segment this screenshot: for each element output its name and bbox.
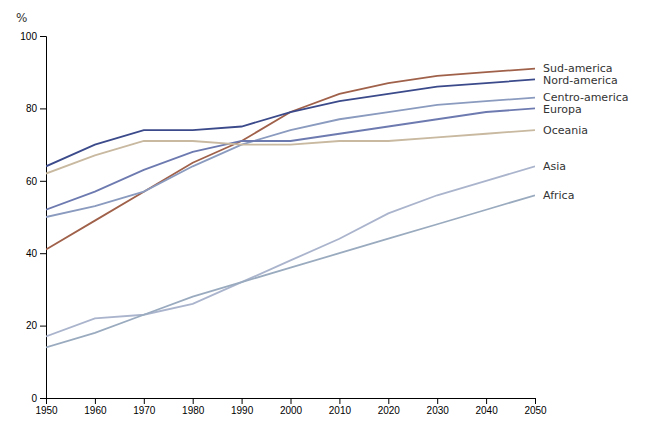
tick: 2000 xyxy=(280,398,303,416)
tick-label: 2030 xyxy=(427,405,450,416)
tick-mark xyxy=(339,398,340,404)
x-axis: 1950 1960 1970 1980 1990 2000 2010 2020 2030 2040… xyxy=(35,398,547,416)
tick-label: 60 xyxy=(26,176,38,187)
tick-mark xyxy=(95,398,96,404)
tick: 2050 xyxy=(524,398,547,416)
line-label: Asia xyxy=(543,160,566,173)
tick-label: 40 xyxy=(26,248,38,259)
tick-label: 2010 xyxy=(329,405,352,416)
tick: 2030 xyxy=(427,398,450,416)
series-line xyxy=(46,69,535,250)
tick: 0 xyxy=(31,393,46,404)
tick: 1990 xyxy=(231,398,254,416)
tick-label: 1970 xyxy=(133,405,156,416)
axis-line xyxy=(40,37,47,399)
series-line xyxy=(46,130,535,173)
series-line xyxy=(46,195,535,347)
line-label: Nord-america xyxy=(543,74,618,87)
tick-label: 80 xyxy=(26,103,38,114)
tick: 1950 xyxy=(35,398,58,416)
tick-mark xyxy=(486,398,487,404)
axis-line xyxy=(47,399,536,405)
tick-mark xyxy=(437,398,438,404)
tick: 20 xyxy=(26,320,46,331)
tick-mark xyxy=(535,398,536,404)
series-line xyxy=(46,166,535,336)
tick: 2040 xyxy=(475,398,498,416)
tick-mark xyxy=(291,398,292,404)
tick-label: 20 xyxy=(26,320,38,331)
y-axis: 0 20 40 60 80 100 xyxy=(20,31,46,404)
y-axis-label: % xyxy=(16,11,27,25)
tick-label: 1950 xyxy=(35,405,58,416)
plot: 1950196019701980199020002010202020302040… xyxy=(20,31,547,416)
tick-label: 2020 xyxy=(378,405,401,416)
line-label: Oceania xyxy=(543,124,588,137)
tick: 80 xyxy=(26,103,46,114)
tick-label: 2040 xyxy=(475,405,498,416)
lines xyxy=(46,69,535,348)
tick-label: 100 xyxy=(20,31,37,42)
tick-mark xyxy=(40,36,46,37)
series-line xyxy=(46,108,535,209)
tick: 2010 xyxy=(329,398,352,416)
tick-label: 1990 xyxy=(231,405,254,416)
tick-mark xyxy=(388,398,389,404)
tick: 1970 xyxy=(133,398,156,416)
tick-mark xyxy=(242,398,243,404)
chart: 1950196019701980199020002010202020302040… xyxy=(0,0,650,430)
tick-label: 1980 xyxy=(182,405,205,416)
tick-mark xyxy=(193,398,194,404)
tick: 60 xyxy=(26,176,46,187)
tick: 100 xyxy=(20,31,46,42)
tick-mark xyxy=(40,108,46,109)
series-line xyxy=(46,98,535,217)
tick-label: 0 xyxy=(31,393,37,404)
tick-label: 1960 xyxy=(84,405,107,416)
tick: 1980 xyxy=(182,398,205,416)
tick: 2020 xyxy=(378,398,401,416)
tick: 40 xyxy=(26,248,46,259)
line-label: Europa xyxy=(543,103,582,116)
tick-label: 2050 xyxy=(524,405,547,416)
tick-label: 2000 xyxy=(280,405,303,416)
tick-mark xyxy=(40,253,46,254)
series-line xyxy=(46,79,535,166)
tick: 1960 xyxy=(84,398,107,416)
tick-mark xyxy=(40,181,46,182)
line-label: Africa xyxy=(543,189,574,202)
tick-mark xyxy=(40,326,46,327)
tick-mark xyxy=(40,398,46,399)
line-labels: Sud-americaNord-americaCentro-americaEur… xyxy=(543,62,629,202)
tick-mark xyxy=(144,398,145,404)
